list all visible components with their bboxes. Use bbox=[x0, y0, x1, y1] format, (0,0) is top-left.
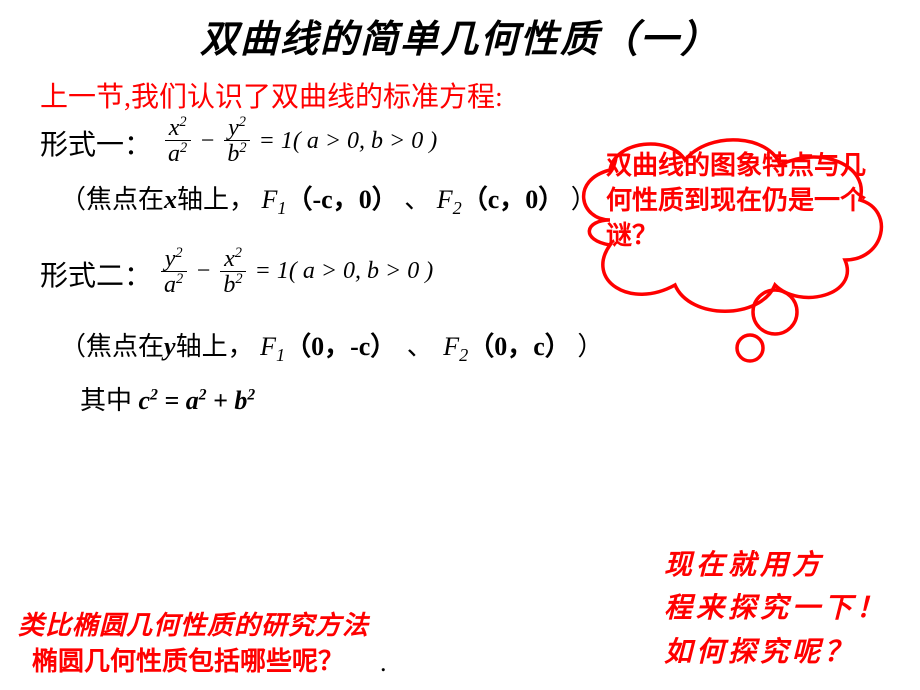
relation-c: 其中 c2 = a2 + b2 bbox=[80, 380, 920, 417]
ellipse-question: 椭圆几何性质包括哪些呢？ bbox=[32, 641, 344, 678]
method-text: 类比椭圆几何性质的研究方法 bbox=[18, 605, 369, 642]
dot: . bbox=[380, 648, 387, 678]
equation-2: y2 a2 − x2 b2 = 1(a > 0, b > 0) bbox=[158, 246, 433, 298]
form2-label: 形式二： bbox=[40, 254, 152, 294]
intro-text: 上一节,我们认识了双曲线的标准方程: bbox=[40, 75, 920, 115]
equation-1: x2 a2 − y2 b2 = 1(a > 0, b > 0) bbox=[162, 115, 437, 167]
slide-title: 双曲线的简单几何性质（一） bbox=[0, 0, 920, 63]
explore-line-2: 程来探究一下！ bbox=[664, 587, 888, 630]
cloud-text: 双曲线的图象特点与几何性质到现在仍是一个谜？ bbox=[606, 148, 866, 253]
explore-line-1: 现在就用方 bbox=[664, 544, 888, 587]
thought-cloud: 双曲线的图象特点与几何性质到现在仍是一个谜？ bbox=[560, 130, 900, 340]
explore-line-3: 如何探究呢？ bbox=[664, 631, 888, 674]
form1-label: 形式一： bbox=[40, 123, 152, 163]
explore-text: 现在就用方 程来探究一下！ 如何探究呢？ bbox=[664, 544, 888, 674]
